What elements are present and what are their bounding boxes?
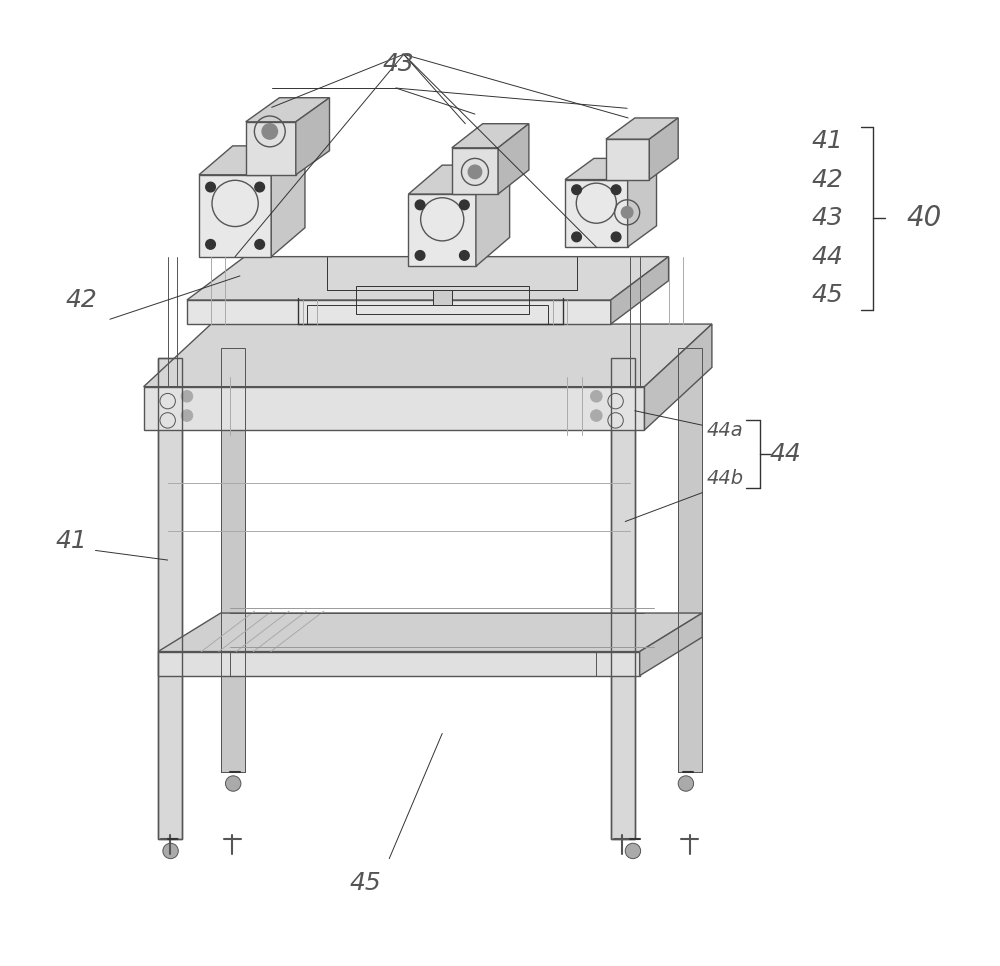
Bar [246, 122, 296, 175]
Circle shape [415, 250, 425, 260]
Text: 41: 41 [55, 528, 87, 553]
Polygon shape [199, 146, 305, 175]
Polygon shape [144, 324, 712, 386]
Text: 41: 41 [812, 129, 843, 153]
Circle shape [255, 240, 264, 249]
Text: 42: 42 [65, 288, 97, 312]
Bar [433, 291, 452, 305]
Circle shape [468, 165, 482, 179]
Circle shape [460, 200, 469, 210]
Bar [187, 300, 611, 324]
Circle shape [572, 185, 581, 194]
Polygon shape [498, 124, 529, 194]
Text: 45: 45 [349, 870, 381, 895]
Bar [611, 357, 635, 839]
Polygon shape [246, 98, 330, 122]
Circle shape [460, 250, 469, 260]
Circle shape [611, 185, 621, 194]
Bar [678, 348, 702, 772]
Bar [221, 348, 245, 772]
Circle shape [591, 410, 602, 421]
Circle shape [206, 183, 215, 192]
Circle shape [181, 390, 193, 402]
Circle shape [181, 410, 193, 421]
Text: 43: 43 [812, 206, 843, 230]
Bar [158, 357, 182, 839]
Polygon shape [611, 257, 669, 324]
Circle shape [255, 183, 264, 192]
Circle shape [611, 232, 621, 242]
Bar [221, 348, 245, 772]
Bar [158, 357, 182, 839]
Polygon shape [640, 613, 702, 675]
Polygon shape [606, 118, 678, 139]
Bar [408, 194, 476, 267]
Bar [199, 175, 271, 257]
Circle shape [262, 124, 277, 139]
Text: 44: 44 [770, 442, 801, 467]
Bar [565, 180, 628, 247]
Text: 43: 43 [383, 52, 415, 76]
Bar [307, 305, 548, 324]
Polygon shape [187, 257, 669, 300]
Bar [678, 348, 702, 772]
Bar [606, 139, 649, 180]
Circle shape [163, 843, 178, 859]
Text: 44b: 44b [707, 469, 744, 488]
Polygon shape [408, 165, 510, 194]
Text: 40: 40 [906, 204, 941, 232]
Circle shape [225, 776, 241, 791]
Text: 45: 45 [812, 283, 843, 307]
Circle shape [591, 390, 602, 402]
Bar [158, 651, 640, 675]
Circle shape [678, 776, 694, 791]
Text: 42: 42 [812, 167, 843, 191]
Polygon shape [296, 98, 330, 175]
Polygon shape [565, 158, 657, 180]
Bar [144, 386, 644, 430]
Bar [452, 148, 498, 194]
Circle shape [621, 207, 633, 218]
Circle shape [572, 232, 581, 242]
Polygon shape [644, 324, 712, 430]
Circle shape [206, 240, 215, 249]
Polygon shape [271, 146, 305, 257]
Bar [356, 286, 529, 315]
Text: 44: 44 [812, 244, 843, 269]
Polygon shape [476, 165, 510, 267]
Polygon shape [452, 124, 529, 148]
Circle shape [625, 843, 641, 859]
Circle shape [415, 200, 425, 210]
Polygon shape [158, 613, 702, 651]
Text: 44a: 44a [707, 420, 744, 440]
Polygon shape [649, 118, 678, 180]
Polygon shape [628, 158, 657, 247]
Bar [611, 357, 635, 839]
